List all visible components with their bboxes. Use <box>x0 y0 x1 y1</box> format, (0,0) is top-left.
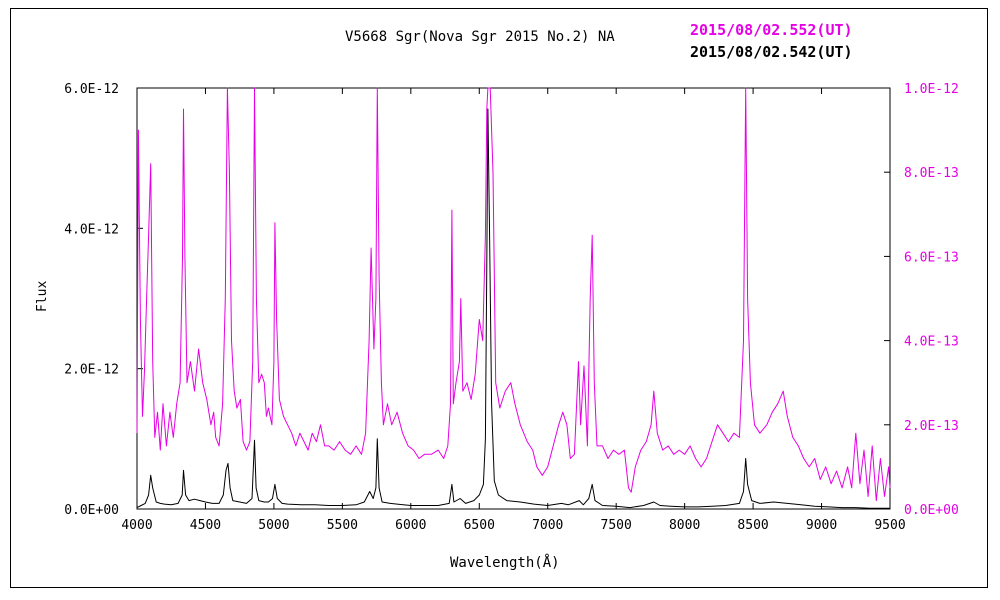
x-tick-label: 4000 <box>121 518 152 533</box>
series-line-pink <box>136 87 891 502</box>
x-tick-label: 8000 <box>669 518 700 533</box>
y-right-tick-label: 6.0E-13 <box>904 250 959 265</box>
y-left-tick-label: 2.0E-12 <box>64 363 119 378</box>
x-tick-label: 5000 <box>258 518 289 533</box>
x-axis-label: Wavelength(Å) <box>450 554 560 571</box>
x-tick-label: 9500 <box>874 518 905 533</box>
y-right-tick-label: 8.0E-13 <box>904 166 959 181</box>
y-left-tick-label: 0.0E+00 <box>64 503 119 518</box>
x-tick-label: 9000 <box>806 518 837 533</box>
x-tick-label: 7000 <box>532 518 563 533</box>
y-left-tick-label: 4.0E-12 <box>64 222 119 237</box>
y-right-tick-label: 0.0E+00 <box>904 503 959 518</box>
x-tick-label: 6500 <box>464 518 495 533</box>
x-tick-label: 5500 <box>327 518 358 533</box>
y-right-tick-label: 1.0E-12 <box>904 82 959 97</box>
plot-area <box>136 87 891 510</box>
legend-entry-pink: 2015/08/02.552(UT) <box>690 21 853 39</box>
y-axis-label: Flux <box>35 281 50 312</box>
y-right-tick-label: 2.0E-13 <box>904 419 959 434</box>
chart-title: V5668 Sgr(Nova Sgr 2015 No.2) NA <box>345 29 615 45</box>
x-tick-label: 8500 <box>737 518 768 533</box>
y-left-tick-label: 6.0E-12 <box>64 82 119 97</box>
legend-entry-black: 2015/08/02.542(UT) <box>690 43 853 61</box>
x-tick-label: 7500 <box>601 518 632 533</box>
x-tick-label: 6000 <box>395 518 426 533</box>
chart-frame <box>10 8 988 588</box>
x-tick-label: 4500 <box>190 518 221 533</box>
y-right-tick-label: 4.0E-13 <box>904 335 959 350</box>
series-line-black <box>136 108 890 509</box>
